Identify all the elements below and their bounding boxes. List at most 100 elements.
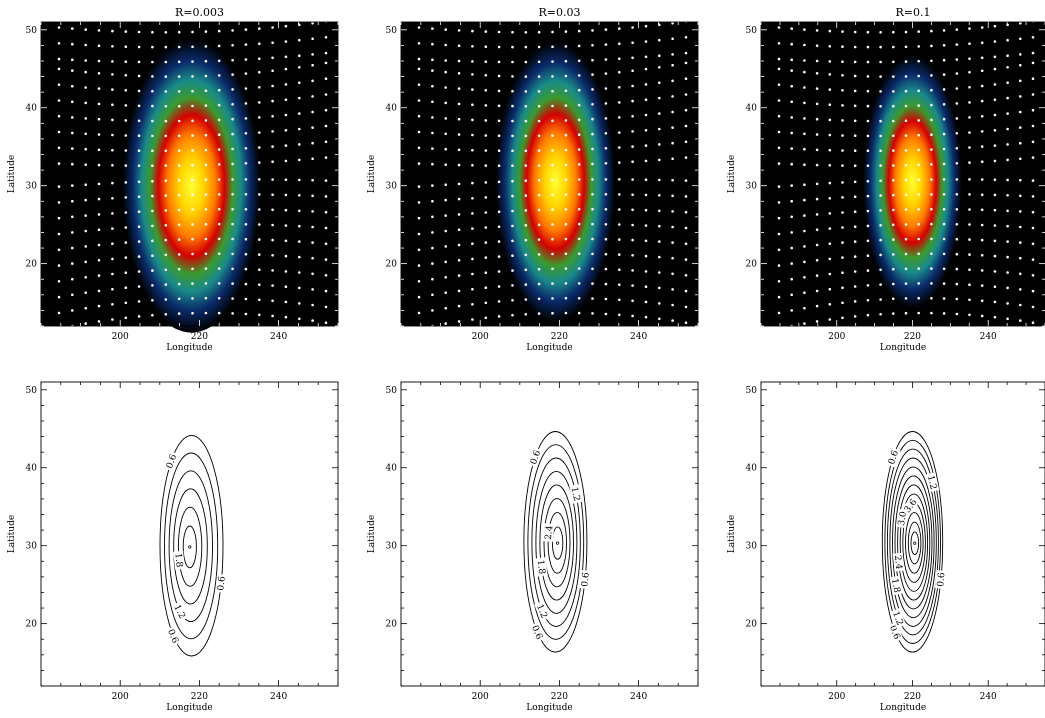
y-tick-label: 20: [386, 620, 398, 630]
contour-label-mask: [215, 573, 227, 593]
velocity-dot: [968, 268, 971, 272]
velocity-dot: [671, 272, 674, 276]
velocity-dot: [828, 29, 832, 33]
velocity-dot: [604, 102, 608, 105]
contour-line: [535, 470, 578, 614]
velocity-dot: [444, 260, 448, 264]
velocity-dot: [930, 29, 933, 33]
velocity-dot: [684, 140, 688, 144]
velocity-dot: [671, 210, 674, 213]
velocity-dot: [866, 194, 870, 198]
velocity-dot: [790, 309, 793, 312]
velocity-dot: [151, 284, 154, 287]
velocity-dot: [324, 108, 328, 112]
velocity-dot: [618, 146, 621, 149]
y-axis-label: Latitude: [7, 515, 17, 553]
velocity-dot: [904, 75, 908, 78]
velocity-dot: [1019, 141, 1022, 145]
velocity-dot: [57, 130, 61, 134]
velocity-dot: [537, 312, 541, 315]
velocity-dot: [790, 231, 793, 234]
velocity-dot: [164, 134, 168, 138]
velocity-dot: [853, 119, 857, 123]
velocity-dot: [777, 130, 781, 134]
velocity-dot: [803, 291, 806, 295]
velocity-dot: [618, 208, 621, 211]
velocity-dot: [604, 237, 608, 241]
velocity-dot: [841, 301, 844, 305]
velocity-dot: [191, 104, 194, 108]
velocity-dot: [866, 104, 870, 108]
velocity-dot: [164, 31, 168, 34]
velocity-dot: [604, 297, 608, 301]
contour-label: 2.4: [892, 555, 903, 571]
velocity-dot: [484, 60, 488, 63]
velocity-dot: [1019, 194, 1022, 198]
velocity-dot: [904, 149, 908, 152]
velocity-dot: [217, 282, 221, 285]
velocity-dot: [164, 179, 168, 182]
velocity-dot: [431, 147, 434, 150]
velocity-dot: [879, 149, 882, 153]
velocity-dot: [631, 193, 634, 196]
velocity-dot: [828, 133, 832, 137]
velocity-dot: [497, 60, 501, 64]
velocity-dot: [671, 241, 674, 244]
velocity-dot: [151, 89, 154, 93]
velocity-dot: [591, 297, 594, 300]
velocity-dot: [671, 110, 674, 114]
velocity-dot: [955, 252, 959, 256]
velocity-dot: [164, 119, 168, 123]
velocity-dot: [111, 257, 114, 261]
velocity-dot: [841, 256, 844, 259]
velocity-dot: [191, 60, 194, 63]
velocity-dot: [244, 178, 248, 181]
velocity-dot: [444, 43, 448, 47]
velocity-dot: [803, 132, 806, 136]
velocity-dot: [417, 83, 421, 86]
velocity-dot: [97, 274, 101, 277]
velocity-dot: [471, 242, 474, 245]
velocity-dot: [177, 267, 181, 271]
velocity-dot: [484, 74, 488, 77]
velocity-dot: [177, 60, 181, 64]
plot-frame: [40, 21, 339, 327]
velocity-dot: [164, 253, 168, 257]
velocity-dot: [853, 134, 857, 137]
velocity-dot: [471, 227, 474, 230]
velocity-dot: [137, 225, 141, 228]
velocity-dot: [917, 89, 920, 93]
velocity-dot: [484, 149, 488, 152]
velocity-dot: [191, 267, 194, 271]
velocity-dot: [431, 131, 434, 135]
velocity-dot: [97, 29, 101, 32]
velocity-dot: [431, 231, 434, 234]
velocity-dot: [968, 131, 971, 134]
velocity-dot: [137, 195, 141, 198]
contour-line: [523, 431, 588, 653]
velocity-dot: [271, 56, 274, 60]
velocity-dot: [111, 103, 114, 106]
contour-label-mask: [579, 570, 591, 589]
velocity-dot: [97, 304, 101, 308]
velocity-dot: [204, 119, 208, 122]
velocity-dot: [431, 100, 434, 104]
velocity-dot: [177, 119, 181, 123]
velocity-dot: [1006, 302, 1009, 305]
velocity-dot: [828, 212, 832, 215]
velocity-dot: [777, 248, 781, 252]
velocity-dot: [231, 193, 234, 196]
velocity-dot: [137, 180, 141, 184]
velocity-dot: [904, 193, 908, 197]
contour-label: 1.2: [569, 486, 582, 502]
velocity-dot: [537, 208, 541, 212]
velocity-dot: [841, 45, 844, 48]
velocity-dot: [866, 239, 870, 243]
contour-label-mask: [542, 523, 555, 543]
velocity-dot: [892, 253, 895, 256]
velocity-dot: [853, 30, 857, 34]
axes: 200 220 240 20 30 40 50: [746, 22, 1045, 342]
velocity-dot: [231, 252, 234, 256]
velocity-dot: [631, 130, 634, 133]
velocity-dot: [904, 267, 908, 271]
